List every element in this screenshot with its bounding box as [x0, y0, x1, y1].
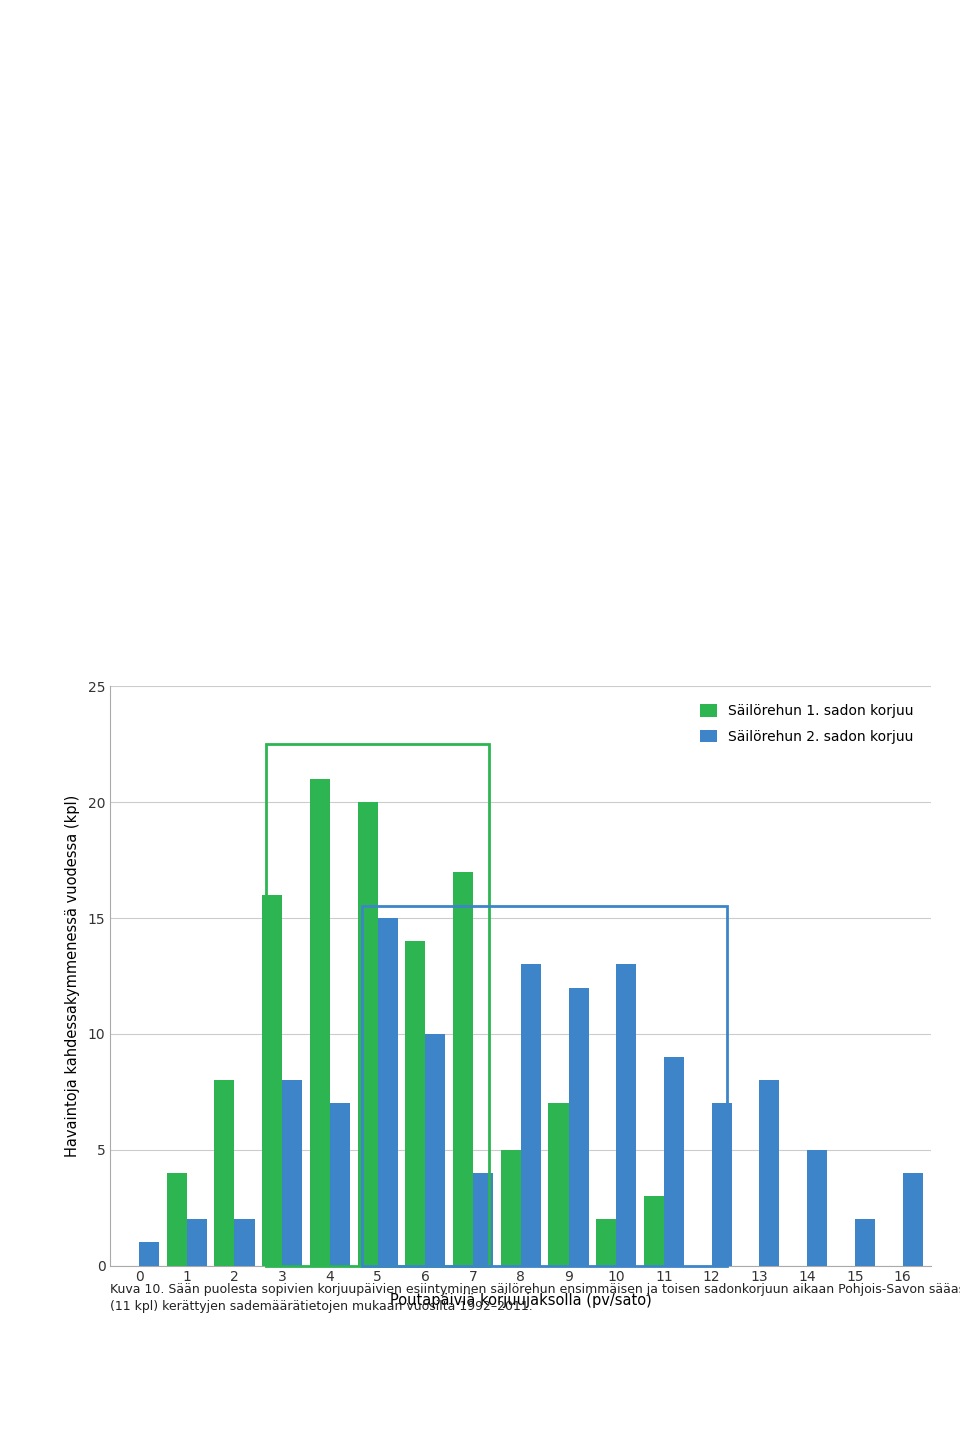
- Bar: [854, 1220, 875, 1266]
- Bar: [262, 895, 282, 1266]
- Bar: [167, 1173, 187, 1266]
- Bar: [644, 1195, 664, 1266]
- Legend: Säilörehun 1. sadon korjuu, Säilörehun 2. sadon korjuu: Säilörehun 1. sadon korjuu, Säilörehun 2…: [688, 694, 924, 755]
- Bar: [310, 779, 330, 1266]
- Bar: [902, 1173, 923, 1266]
- Bar: [362, 907, 728, 1266]
- Bar: [596, 1220, 616, 1266]
- Bar: [282, 1080, 302, 1266]
- Text: (11 kpl) kerättyjen sademäärätietojen mukaan vuosilta 1992–2011.: (11 kpl) kerättyjen sademäärätietojen mu…: [110, 1300, 533, 1313]
- Bar: [234, 1220, 254, 1266]
- Bar: [357, 802, 377, 1266]
- Bar: [214, 1080, 234, 1266]
- X-axis label: Poutapäiviä korjuujaksolla (pv/sato): Poutapäiviä korjuujaksolla (pv/sato): [390, 1293, 652, 1308]
- Bar: [520, 964, 540, 1266]
- Bar: [453, 872, 473, 1266]
- Bar: [807, 1150, 828, 1266]
- Text: Kuva 10. Sään puolesta sopivien korjuupäivien esiintyminen säilörehun ensimmäise: Kuva 10. Sään puolesta sopivien korjuupä…: [110, 1283, 960, 1296]
- Bar: [711, 1104, 732, 1266]
- Bar: [405, 941, 425, 1266]
- Bar: [616, 964, 636, 1266]
- Bar: [759, 1080, 780, 1266]
- Bar: [473, 1173, 493, 1266]
- Bar: [377, 918, 397, 1266]
- Bar: [139, 1243, 159, 1266]
- Bar: [664, 1057, 684, 1266]
- Bar: [425, 1034, 445, 1266]
- Bar: [187, 1220, 206, 1266]
- Bar: [568, 988, 588, 1266]
- Bar: [501, 1150, 520, 1266]
- Bar: [330, 1104, 350, 1266]
- Bar: [267, 744, 489, 1266]
- Y-axis label: Havaintoja kahdessakymmenessä vuodessa (kpl): Havaintoja kahdessakymmenessä vuodessa (…: [64, 795, 80, 1157]
- Bar: [548, 1104, 568, 1266]
